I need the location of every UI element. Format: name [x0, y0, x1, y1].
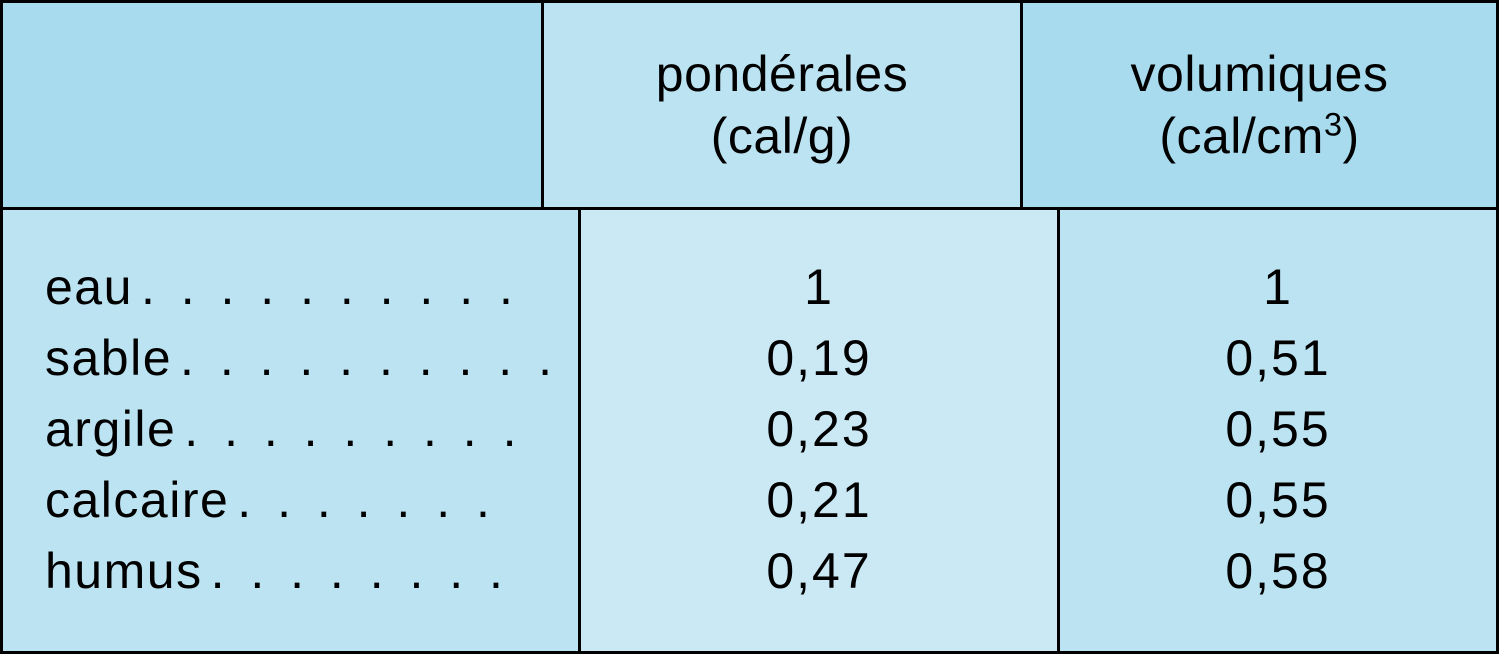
- header-cell-volumiques: volumiques (cal/cm3): [1023, 3, 1496, 207]
- header-cell-ponderales: pondérales (cal/g): [544, 3, 1023, 207]
- row-dots: . . . . . . . .: [203, 536, 509, 607]
- table-header-row: pondérales (cal/g) volumiques (cal/cm3): [3, 3, 1496, 210]
- table-row: sable . . . . . . . . . .: [45, 323, 558, 394]
- cell-value: 0,55: [1060, 465, 1496, 536]
- body-cell-ponderales: 1 0,19 0,23 0,21 0,47: [581, 210, 1060, 651]
- row-label: humus: [45, 536, 203, 607]
- heat-capacity-table: pondérales (cal/g) volumiques (cal/cm3) …: [0, 0, 1499, 654]
- row-label: argile: [45, 394, 176, 465]
- cell-value: 0,51: [1060, 323, 1496, 394]
- cell-value: 0,47: [581, 536, 1057, 607]
- header-ponderales-line2: (cal/g): [711, 105, 853, 168]
- table-row: argile . . . . . . . . .: [45, 394, 558, 465]
- header-volumiques-unit-prefix: (cal/cm: [1159, 108, 1324, 164]
- cell-value: 1: [1060, 252, 1496, 323]
- row-dots: . . . . . . . . . .: [172, 323, 558, 394]
- table-body-row: eau . . . . . . . . . . sable . . . . . …: [3, 210, 1496, 651]
- header-volumiques-unit-sup: 3: [1324, 106, 1343, 142]
- cell-value: 1: [581, 252, 1057, 323]
- cell-value: 0,55: [1060, 394, 1496, 465]
- header-ponderales-line1: pondérales: [656, 43, 908, 106]
- body-cell-labels: eau . . . . . . . . . . sable . . . . . …: [3, 210, 581, 651]
- cell-value: 0,21: [581, 465, 1057, 536]
- row-dots: . . . . . . . . .: [176, 394, 522, 465]
- row-dots: . . . . . . .: [229, 465, 496, 536]
- cell-value: 0,23: [581, 394, 1057, 465]
- cell-value: 0,58: [1060, 536, 1496, 607]
- table-row: eau . . . . . . . . . .: [45, 252, 558, 323]
- row-dots: . . . . . . . . . .: [133, 252, 519, 323]
- table-row: calcaire . . . . . . .: [45, 465, 558, 536]
- header-cell-empty: [3, 3, 544, 207]
- row-label: eau: [45, 252, 133, 323]
- row-label: calcaire: [45, 465, 229, 536]
- header-volumiques-line1: volumiques: [1131, 43, 1389, 106]
- body-cell-volumiques: 1 0,51 0,55 0,55 0,58: [1060, 210, 1496, 651]
- row-label: sable: [45, 323, 172, 394]
- header-volumiques-unit-suffix: ): [1343, 108, 1360, 164]
- table-row: humus . . . . . . . .: [45, 536, 558, 607]
- header-volumiques-line2: (cal/cm3): [1159, 105, 1359, 168]
- cell-value: 0,19: [581, 323, 1057, 394]
